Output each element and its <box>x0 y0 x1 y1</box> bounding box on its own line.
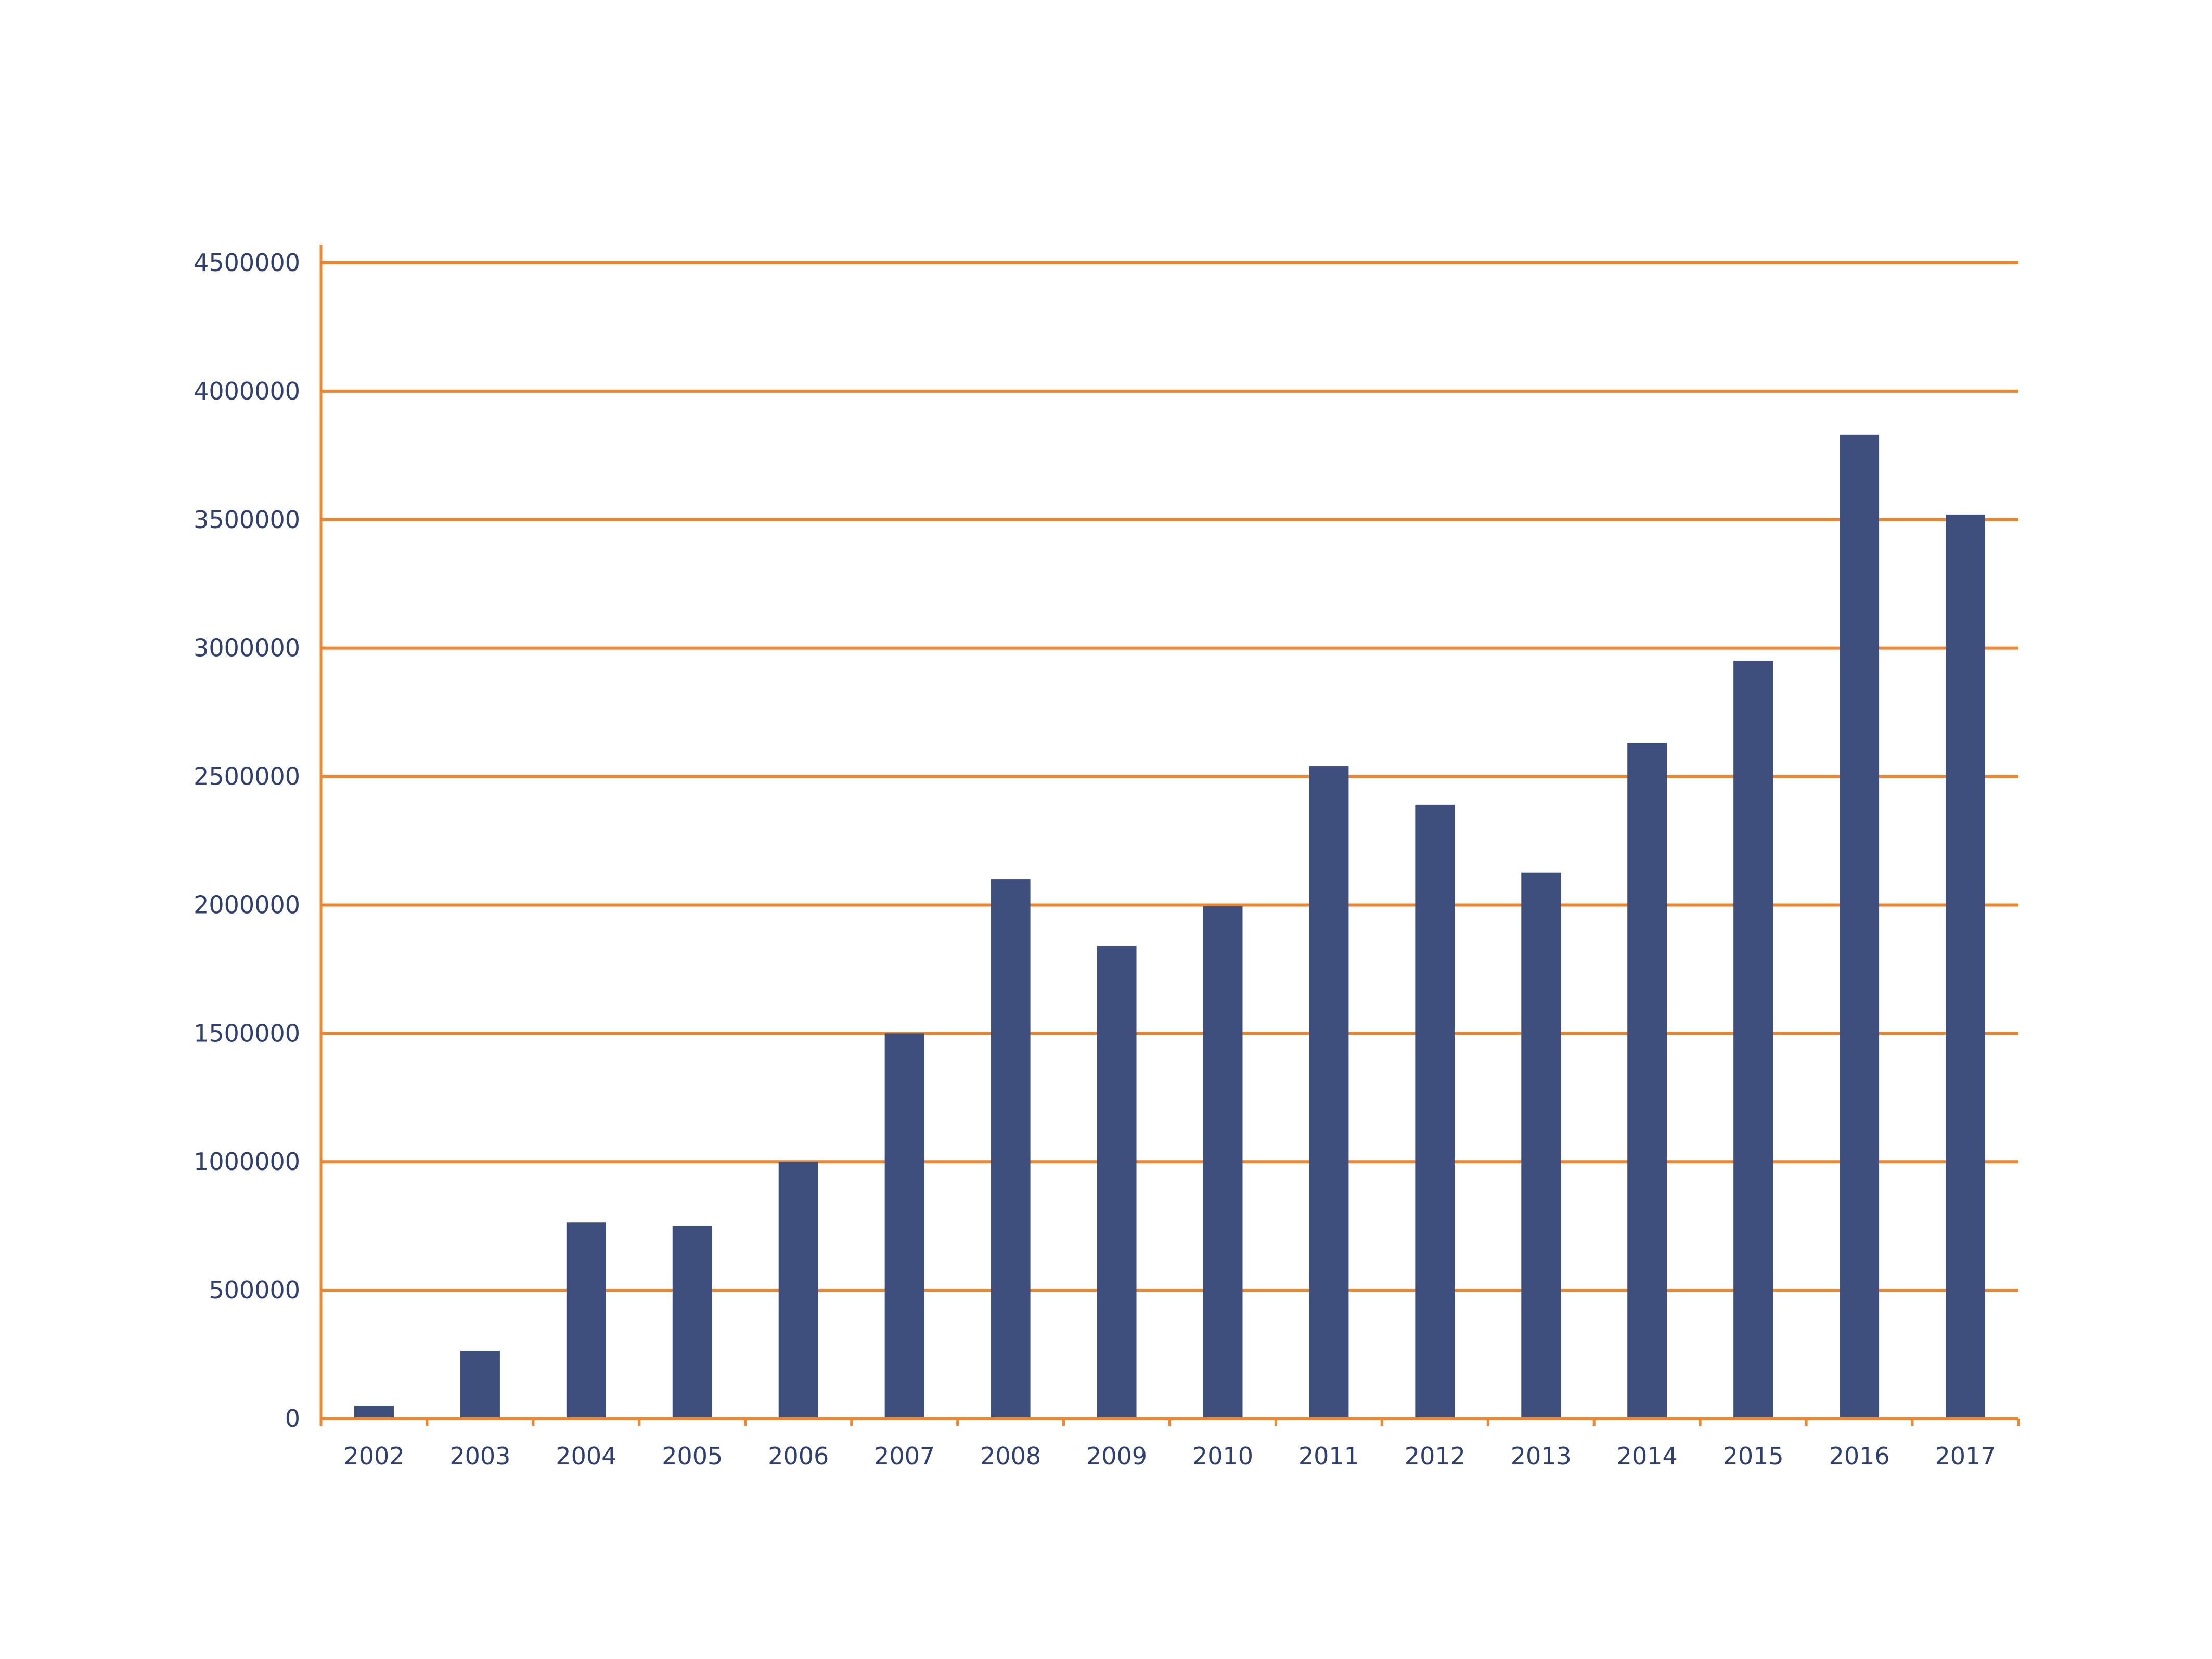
bar-2011 <box>1309 766 1349 1419</box>
x-tick-label: 2009 <box>1086 1442 1147 1470</box>
tick-labels: 0 500000 1000000 1500000 2000000 2500000 30000… <box>194 249 1996 1470</box>
gridlines <box>321 261 2018 1292</box>
y-tick-label: 4000000 <box>194 377 300 405</box>
bar-2004 <box>566 1222 606 1419</box>
bar-2012 <box>1415 804 1455 1419</box>
x-tick-label: 2005 <box>662 1442 723 1470</box>
y-tick-label: 3500000 <box>194 506 300 534</box>
bar-2014 <box>1627 743 1667 1419</box>
y-tick-label: 500000 <box>209 1276 300 1304</box>
y-tick-label: 1000000 <box>194 1148 300 1176</box>
bar-2009 <box>1097 946 1137 1419</box>
x-tick-label: 2003 <box>449 1442 510 1470</box>
axes <box>319 245 2020 1426</box>
bar-2015 <box>1733 661 1773 1419</box>
y-tick-label: 4500000 <box>194 249 300 277</box>
x-tick-label: 2010 <box>1192 1442 1253 1470</box>
x-tick-label: 2004 <box>556 1442 616 1470</box>
bar-2007 <box>884 1033 924 1419</box>
x-tick-label: 2008 <box>980 1442 1041 1470</box>
bar-2013 <box>1521 872 1561 1419</box>
x-tick-label: 2002 <box>343 1442 404 1470</box>
x-tick-label: 2016 <box>1829 1442 1890 1470</box>
y-tick-label: 2000000 <box>194 891 300 919</box>
y-tick-label: 1500000 <box>194 1019 300 1047</box>
x-tick-label: 2006 <box>768 1442 829 1470</box>
bar-2008 <box>991 879 1031 1419</box>
y-tick-label: 2500000 <box>194 763 300 791</box>
y-tick-label: 0 <box>285 1405 300 1433</box>
bar-2006 <box>778 1162 818 1419</box>
x-tick-label: 2014 <box>1617 1442 1678 1470</box>
x-tick-label: 2012 <box>1405 1442 1465 1470</box>
bar-2010 <box>1203 906 1243 1419</box>
x-tick-label: 2011 <box>1298 1442 1359 1470</box>
x-tick-label: 2017 <box>1935 1442 1996 1470</box>
bar-2003 <box>460 1351 500 1419</box>
bars <box>354 434 1986 1419</box>
bar-2002 <box>354 1406 394 1419</box>
x-tick-label: 2007 <box>874 1442 935 1470</box>
x-tick-label: 2015 <box>1723 1442 1784 1470</box>
bar-2017 <box>1946 514 1986 1419</box>
x-tick-label: 2013 <box>1511 1442 1572 1470</box>
y-tick-label: 3000000 <box>194 634 300 662</box>
bar-2005 <box>672 1226 712 1419</box>
bar-2016 <box>1840 434 1880 1419</box>
